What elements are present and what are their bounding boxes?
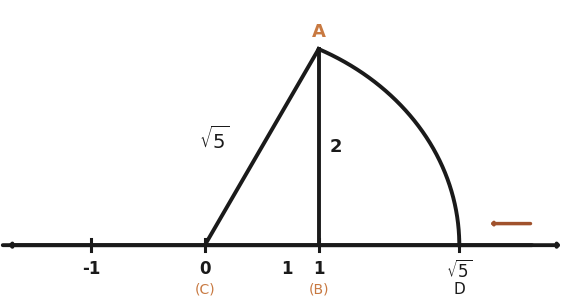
Text: 2: 2 (330, 138, 343, 156)
Text: -1: -1 (82, 260, 100, 278)
Text: 0: 0 (199, 260, 211, 278)
Text: 1: 1 (313, 260, 324, 278)
Text: (C): (C) (195, 282, 215, 296)
Text: 1: 1 (281, 260, 292, 278)
Text: A: A (312, 23, 325, 41)
Text: $\sqrt{5}$: $\sqrt{5}$ (199, 126, 229, 153)
Text: D: D (453, 282, 465, 297)
Text: (B): (B) (308, 282, 329, 296)
Text: $\sqrt{5}$: $\sqrt{5}$ (446, 260, 472, 282)
